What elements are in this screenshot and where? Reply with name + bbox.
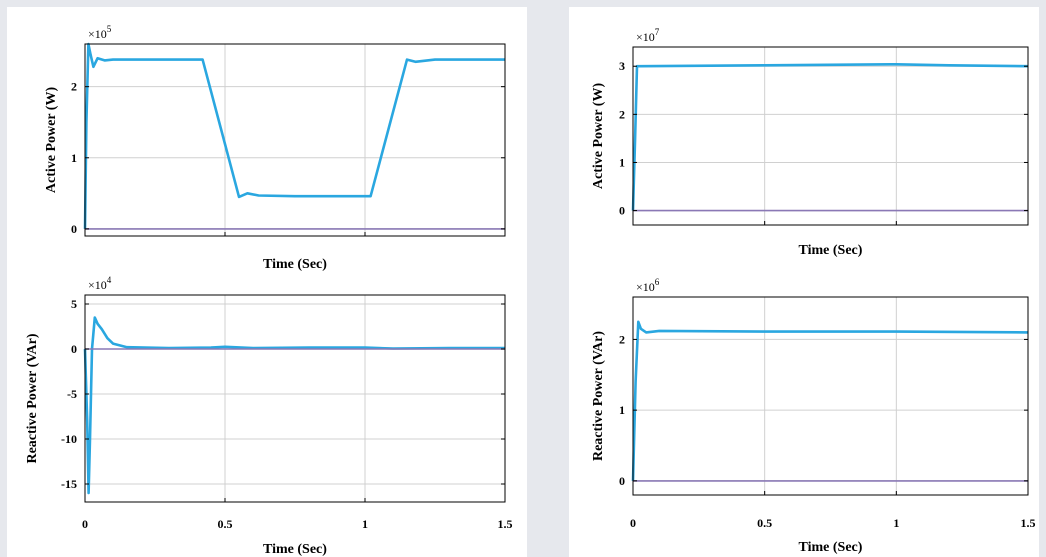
- right-bottom-xtick-label: 0: [630, 516, 636, 530]
- left-top-ytick-label: 0: [71, 222, 77, 236]
- left-bottom-ytick-label: -15: [61, 477, 77, 491]
- left-bottom-xtick-label: 1: [362, 517, 368, 531]
- right-bottom-ytick-label: 2: [619, 332, 625, 346]
- left-bottom-xtick-label: 0.5: [218, 517, 233, 531]
- right-top-ytick-label: 1: [619, 155, 625, 169]
- left-top-multiplier: ×105: [88, 24, 112, 41]
- left-bottom-ytick-label: 0: [71, 342, 77, 356]
- left-top-axes-box: [84, 43, 506, 237]
- left-bottom-xtick-label: 0: [82, 517, 88, 531]
- left-top-series-main: [83, 42, 505, 229]
- left-top-ylabel: Active Power (W): [44, 87, 59, 194]
- right-top-multiplier: ×107: [636, 27, 660, 44]
- left-figure-panel: [7, 7, 527, 557]
- left-bottom-series-main: [83, 316, 505, 495]
- left-top-ytick-label: 2: [71, 80, 77, 94]
- right-bottom-xlabel: Time (Sec): [799, 540, 863, 555]
- left-bottom-ytick-label: -5: [67, 387, 77, 401]
- left-top-xlabel: Time (Sec): [263, 257, 327, 272]
- right-bottom-multiplier: ×106: [636, 277, 660, 294]
- right-top-ytick-label: 0: [619, 204, 625, 218]
- right-top-series-main: [631, 63, 1029, 211]
- left-bottom-xlabel: Time (Sec): [263, 542, 327, 557]
- right-bottom-xtick-label: 0.5: [757, 516, 772, 530]
- right-top-ylabel: Active Power (W): [591, 83, 606, 190]
- right-bottom-ylabel: Reactive Power (VAr): [591, 331, 606, 461]
- left-bottom-ylabel: Reactive Power (VAr): [25, 333, 40, 463]
- left-bottom-axes-box: [84, 294, 506, 503]
- right-top-xlabel: Time (Sec): [799, 243, 863, 258]
- right-figure-panel: [569, 7, 1039, 557]
- right-top-ytick-label: 2: [619, 107, 625, 121]
- left-bottom-multiplier: ×104: [88, 275, 112, 292]
- right-top-ytick-label: 3: [619, 59, 625, 73]
- right-bottom-series-main: [631, 320, 1029, 481]
- right-bottom-ytick-label: 1: [619, 403, 625, 417]
- left-bottom-xtick-label: 1.5: [498, 517, 513, 531]
- left-bottom-ytick-label: 5: [71, 297, 77, 311]
- right-bottom-xtick-label: 1.5: [1021, 516, 1036, 530]
- left-bottom-ytick-label: -10: [61, 432, 77, 446]
- right-top-axes-box: [632, 46, 1029, 226]
- left-top-ytick-label: 1: [71, 151, 77, 165]
- right-bottom-xtick-label: 1: [893, 516, 899, 530]
- right-bottom-ytick-label: 0: [619, 474, 625, 488]
- right-bottom-axes-box: [632, 296, 1029, 496]
